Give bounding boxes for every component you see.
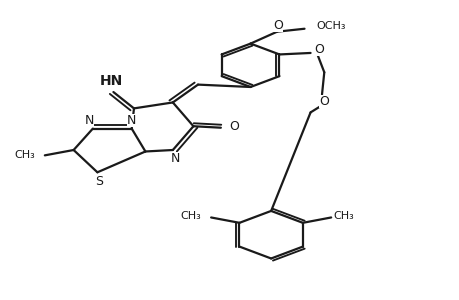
Text: N: N: [170, 152, 179, 165]
Text: O: O: [229, 120, 238, 133]
Text: N: N: [127, 114, 136, 127]
Text: HN: HN: [99, 74, 123, 88]
Text: CH₃: CH₃: [333, 211, 353, 221]
Text: O: O: [313, 44, 323, 56]
Text: CH₃: CH₃: [14, 150, 35, 160]
Text: O: O: [319, 95, 329, 109]
Text: O: O: [273, 19, 282, 32]
Text: N: N: [84, 114, 94, 127]
Text: CH₃: CH₃: [180, 211, 201, 221]
Text: S: S: [95, 175, 102, 188]
Text: OCH₃: OCH₃: [315, 21, 345, 31]
